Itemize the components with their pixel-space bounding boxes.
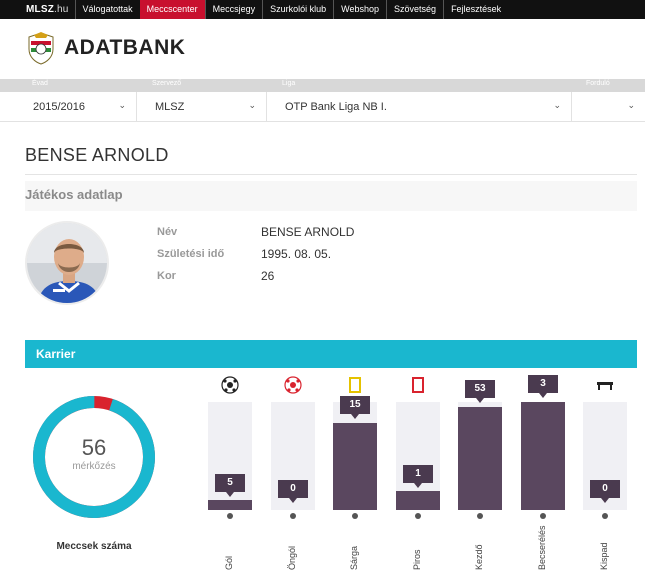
nav-item-meccscenter[interactable]: Meccscenter bbox=[139, 0, 205, 19]
yellow-card-icon bbox=[346, 376, 364, 394]
stat-label-öngól: Öngól bbox=[287, 545, 297, 570]
mlsz-logo[interactable]: MLSZ.hu bbox=[26, 4, 69, 15]
stat-bar-becserélés bbox=[521, 402, 565, 510]
filter-label-league: Liga bbox=[282, 80, 296, 87]
stat-value-becserélés: 3 bbox=[528, 375, 558, 398]
stat-bar-sárga bbox=[333, 423, 377, 510]
stat-label-gól: Gól bbox=[224, 555, 234, 570]
nav-item-webshop[interactable]: Webshop bbox=[333, 0, 386, 19]
organizer-value: MLSZ bbox=[155, 101, 185, 113]
stat-value-piros: 1 bbox=[403, 465, 433, 488]
season-select[interactable]: 2015/2016 ⌄ bbox=[0, 92, 137, 122]
stat-dot-kispad bbox=[602, 513, 608, 519]
bench-icon bbox=[596, 376, 614, 394]
section-title: Játékos adatlap bbox=[25, 181, 637, 211]
chevron-down-icon: ⌄ bbox=[118, 100, 126, 110]
stat-bar-kezdő bbox=[458, 407, 502, 510]
stat-label-kezdő: Kezdő bbox=[474, 544, 484, 570]
stat-dot-piros bbox=[415, 513, 421, 519]
age-value: 26 bbox=[261, 269, 275, 283]
organizer-select[interactable]: MLSZ ⌄ bbox=[137, 92, 267, 122]
stat-dot-gól bbox=[227, 513, 233, 519]
stat-bar-gól bbox=[208, 500, 252, 510]
red-card-icon bbox=[409, 376, 427, 394]
nav-item-fejlesztesek[interactable]: Fejlesztések bbox=[443, 0, 508, 19]
matches-unit: mérkőzés bbox=[72, 461, 116, 472]
top-nav: MLSZ.hu Válogatottak Meccscenter Meccsje… bbox=[0, 0, 645, 19]
league-value: OTP Bank Liga NB I. bbox=[285, 101, 387, 113]
divider bbox=[25, 174, 637, 175]
soccer-ball-icon bbox=[221, 376, 239, 394]
brand-title: ADATBANK bbox=[64, 36, 186, 59]
stat-dot-sárga bbox=[352, 513, 358, 519]
birthdate-value: 1995. 08. 05. bbox=[261, 247, 332, 261]
chevron-down-icon: ⌄ bbox=[553, 100, 561, 110]
filter-labels: Évad Szervező Liga Forduló bbox=[0, 79, 645, 92]
donut-ring bbox=[33, 396, 155, 518]
chevron-down-icon: ⌄ bbox=[627, 100, 635, 110]
birthdate-label: Születési idő bbox=[157, 248, 225, 260]
mlsz-crest-icon bbox=[28, 32, 54, 65]
brand-header: ADATBANK bbox=[26, 30, 185, 66]
matches-caption: Meccsek száma bbox=[56, 541, 132, 552]
season-value: 2015/2016 bbox=[33, 101, 85, 113]
donut-matches-arc bbox=[33, 396, 155, 518]
filter-label-organizer: Szervező bbox=[152, 80, 182, 87]
stat-dot-kezdő bbox=[477, 513, 483, 519]
nav-item-valogatottak[interactable]: Válogatottak bbox=[74, 0, 140, 19]
stat-dot-öngól bbox=[290, 513, 296, 519]
stat-value-gól: 5 bbox=[215, 474, 245, 497]
stat-value-kezdő: 53 bbox=[465, 380, 495, 403]
avatar bbox=[25, 221, 109, 305]
nav-item-szovetseg[interactable]: Szövetség bbox=[386, 0, 443, 19]
stat-value-kispad: 0 bbox=[590, 480, 620, 503]
league-select[interactable]: OTP Bank Liga NB I. ⌄ bbox=[267, 92, 572, 122]
stat-value-sárga: 15 bbox=[340, 396, 370, 419]
filter-label-round: Forduló bbox=[586, 80, 610, 87]
filter-selects: 2015/2016 ⌄ MLSZ ⌄ OTP Bank Liga NB I. ⌄… bbox=[0, 92, 645, 122]
age-label: Kor bbox=[157, 270, 176, 282]
career-header: Karrier bbox=[25, 340, 637, 368]
matches-donut: 56 mérkőzés bbox=[30, 393, 158, 521]
name-value: BENSE ARNOLD bbox=[261, 225, 355, 239]
nav-item-szurkoloi-klub[interactable]: Szurkolói klub bbox=[262, 0, 333, 19]
own-goal-ball-icon bbox=[284, 376, 302, 394]
stat-bar-piros bbox=[396, 491, 440, 510]
filter-bar: Évad Szervező Liga Forduló 2015/2016 ⌄ M… bbox=[0, 79, 645, 125]
stat-value-öngól: 0 bbox=[278, 480, 308, 503]
round-select[interactable]: ⌄ bbox=[572, 92, 645, 122]
player-card: Játékos adatlap Név BENSE ARNOLD Születé… bbox=[25, 181, 637, 321]
chevron-down-icon: ⌄ bbox=[248, 100, 256, 110]
stat-label-becserélés: Becserélés bbox=[537, 525, 547, 570]
stat-label-kispad: Kispad bbox=[599, 542, 609, 570]
filter-label-season: Évad bbox=[32, 80, 48, 87]
page-title: BENSE ARNOLD bbox=[25, 145, 169, 165]
stat-dot-becserélés bbox=[540, 513, 546, 519]
stat-label-sárga: Sárga bbox=[349, 545, 359, 570]
stat-label-piros: Piros bbox=[412, 549, 422, 570]
name-label: Név bbox=[157, 226, 178, 238]
matches-count: 56 bbox=[81, 435, 107, 460]
nav-item-meccsjegy[interactable]: Meccsjegy bbox=[204, 0, 263, 19]
